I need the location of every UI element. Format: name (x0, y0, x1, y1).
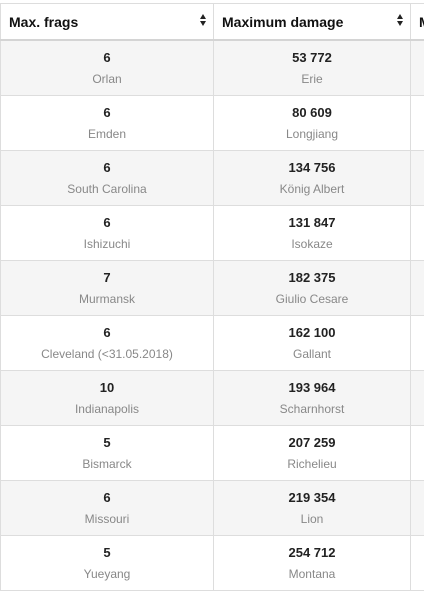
max-frags-cell: 7 Murmansk (0, 260, 214, 316)
ship-name: Bismarck (82, 456, 132, 471)
truncated-cell (410, 95, 424, 151)
sort-icon[interactable] (200, 14, 206, 26)
max-frags-cell: 5 Yueyang (0, 535, 214, 591)
stat-value: 6 (103, 489, 111, 505)
stat-value: 131 847 (288, 214, 336, 230)
truncated-cell (410, 370, 424, 426)
max-frags-cell: 6 Emden (0, 95, 214, 151)
table-row: 6 Missouri 219 354 Lion (0, 480, 424, 536)
max-frags-cell: 6 Ishizuchi (0, 205, 214, 261)
column-header-label: Max. frags (9, 13, 79, 30)
truncated-cell (410, 425, 424, 481)
stat-value: 6 (103, 49, 111, 65)
stat-value: 5 (103, 434, 111, 450)
table-header: Max. frags Maximum damage M (0, 3, 424, 41)
stat-value: 53 772 (292, 49, 332, 65)
ship-name: South Carolina (67, 181, 147, 196)
truncated-cell (410, 535, 424, 591)
stat-value: 10 (99, 379, 115, 395)
maximum-damage-cell: 254 712 Montana (213, 535, 411, 591)
stat-value: 80 609 (292, 104, 332, 120)
ship-name: Missouri (84, 511, 130, 526)
maximum-damage-cell: 207 259 Richelieu (213, 425, 411, 481)
maximum-damage-cell: 182 375 Giulio Cesare (213, 260, 411, 316)
stat-value: 162 100 (288, 324, 336, 340)
table-row: 6 Cleveland (<31.05.2018) 162 100 Gallant (0, 315, 424, 371)
maximum-damage-cell: 131 847 Isokaze (213, 205, 411, 261)
ship-name: Murmansk (78, 291, 135, 306)
table-row: 7 Murmansk 182 375 Giulio Cesare (0, 260, 424, 316)
ship-name: Indianapolis (74, 401, 140, 416)
max-frags-cell: 10 Indianapolis (0, 370, 214, 426)
ship-name: Longjiang (285, 126, 339, 141)
max-frags-cell: 6 Orlan (0, 39, 214, 96)
maximum-damage-cell: 162 100 Gallant (213, 315, 411, 371)
stat-value: 193 964 (288, 379, 336, 395)
sort-icon[interactable] (397, 14, 403, 26)
ship-name: Gallant (292, 346, 332, 361)
stat-value: 6 (103, 159, 111, 175)
table-row: 5 Yueyang 254 712 Montana (0, 535, 424, 591)
ship-name: Scharnhorst (279, 401, 345, 416)
stat-value: 134 756 (288, 159, 336, 175)
stat-value: 254 712 (288, 544, 336, 560)
stat-value: 5 (103, 544, 111, 560)
table-row: 6 Orlan 53 772 Erie (0, 39, 424, 96)
truncated-cell (410, 39, 424, 96)
ship-name: Richelieu (287, 456, 337, 471)
column-header-label: M (419, 14, 424, 30)
stat-value: 219 354 (288, 489, 336, 505)
ship-name: Isokaze (291, 236, 333, 251)
max-frags-cell: 6 Missouri (0, 480, 214, 536)
stat-value: 6 (103, 214, 111, 230)
truncated-cell (410, 315, 424, 371)
table-row: 10 Indianapolis 193 964 Scharnhorst (0, 370, 424, 426)
table-row: 5 Bismarck 207 259 Richelieu (0, 425, 424, 481)
max-frags-cell: 6 South Carolina (0, 150, 214, 206)
column-header-truncated[interactable]: M (410, 3, 424, 41)
maximum-damage-cell: 193 964 Scharnhorst (213, 370, 411, 426)
table-row: 6 Ishizuchi 131 847 Isokaze (0, 205, 424, 261)
column-header-label: Maximum damage (222, 13, 344, 30)
ship-name: Cleveland (<31.05.2018) (41, 346, 173, 361)
maximum-damage-cell: 219 354 Lion (213, 480, 411, 536)
ship-name: Lion (300, 511, 324, 526)
table-row: 6 South Carolina 134 756 König Albert (0, 150, 424, 206)
ship-name: Ishizuchi (83, 236, 131, 251)
stat-value: 207 259 (288, 434, 336, 450)
max-frags-cell: 5 Bismarck (0, 425, 214, 481)
ship-name: Yueyang (83, 566, 131, 581)
table-row: 6 Emden 80 609 Longjiang (0, 95, 424, 151)
stat-value: 6 (103, 104, 111, 120)
maximum-damage-cell: 53 772 Erie (213, 39, 411, 96)
ship-name: Emden (87, 126, 127, 141)
stats-table: Max. frags Maximum damage M 6 Orlan 53 772… (0, 3, 424, 591)
truncated-cell (410, 150, 424, 206)
maximum-damage-cell: 80 609 Longjiang (213, 95, 411, 151)
stat-value: 6 (103, 324, 111, 340)
ship-name: Giulio Cesare (275, 291, 349, 306)
ship-name: Montana (288, 566, 336, 581)
max-frags-cell: 6 Cleveland (<31.05.2018) (0, 315, 214, 371)
ship-name: Orlan (92, 71, 122, 86)
maximum-damage-cell: 134 756 König Albert (213, 150, 411, 206)
truncated-cell (410, 205, 424, 261)
column-header-max-frags[interactable]: Max. frags (0, 3, 214, 41)
stat-value: 7 (103, 269, 111, 285)
stat-value: 182 375 (288, 269, 336, 285)
truncated-cell (410, 480, 424, 536)
column-header-maximum-damage[interactable]: Maximum damage (213, 3, 411, 41)
truncated-cell (410, 260, 424, 316)
table-body: 6 Orlan 53 772 Erie 6 Emden 80 609 Longjiang 6 So… (0, 39, 424, 591)
ship-name: König Albert (279, 181, 345, 196)
ship-name: Erie (301, 71, 323, 86)
